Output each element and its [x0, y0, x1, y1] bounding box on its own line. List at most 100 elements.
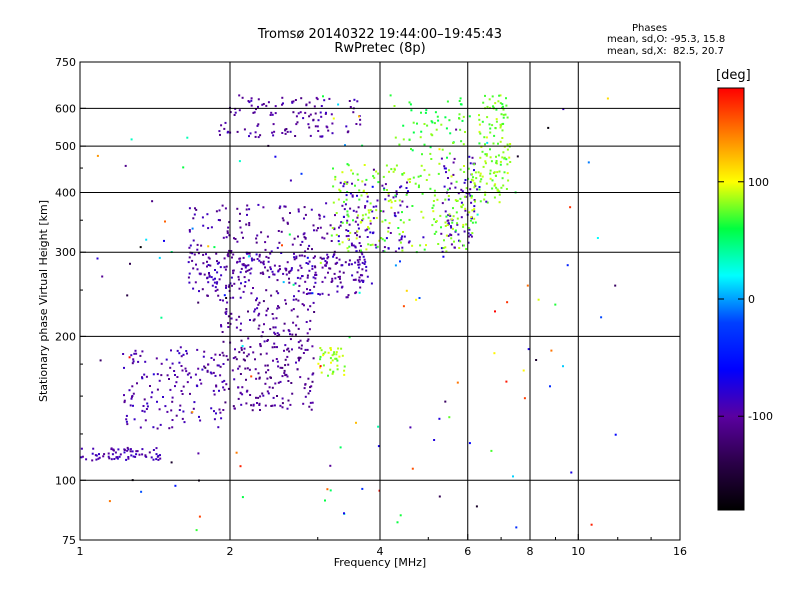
data-point	[498, 170, 501, 173]
data-point	[198, 515, 201, 518]
data-point	[484, 143, 486, 146]
data-point	[498, 201, 501, 204]
data-point	[210, 407, 213, 410]
data-point	[197, 252, 200, 255]
data-point	[342, 271, 345, 274]
data-point	[214, 269, 216, 271]
data-point	[141, 448, 144, 451]
data-point	[308, 269, 311, 272]
data-point	[359, 286, 362, 289]
data-point	[227, 315, 230, 318]
data-point	[232, 357, 235, 360]
data-point	[175, 381, 178, 384]
data-point	[308, 101, 311, 104]
data-point	[216, 364, 219, 367]
data-point	[139, 354, 142, 357]
data-point	[262, 300, 265, 303]
data-point	[506, 143, 509, 146]
data-point	[399, 260, 401, 263]
data-point	[218, 353, 221, 356]
data-point	[252, 111, 255, 114]
data-point	[356, 234, 358, 237]
data-point	[411, 467, 414, 470]
data-point	[312, 372, 315, 375]
data-point	[118, 455, 121, 458]
data-point	[365, 178, 368, 181]
data-point	[331, 132, 334, 135]
data-point	[322, 352, 325, 355]
data-point	[400, 237, 403, 240]
data-point	[309, 113, 312, 116]
data-point	[285, 302, 287, 305]
data-point	[417, 175, 420, 178]
data-point	[194, 373, 197, 376]
data-point	[239, 271, 242, 274]
data-point	[352, 209, 355, 212]
data-point	[193, 213, 196, 216]
data-point	[352, 111, 355, 114]
data-point	[242, 263, 245, 266]
data-point	[316, 125, 319, 128]
data-point	[267, 369, 270, 372]
data-point	[445, 171, 447, 174]
data-point	[191, 411, 194, 414]
data-point	[330, 234, 333, 237]
data-point	[566, 264, 569, 267]
data-point	[108, 500, 111, 503]
data-point	[494, 310, 496, 313]
data-point	[269, 328, 272, 331]
data-point	[505, 97, 507, 100]
data-point	[378, 239, 381, 242]
data-point	[288, 350, 291, 353]
data-point	[158, 379, 161, 382]
data-point	[435, 230, 438, 233]
data-point	[218, 261, 220, 264]
data-point	[314, 125, 317, 128]
data-point	[364, 229, 367, 232]
data-point	[98, 456, 101, 459]
data-point	[158, 256, 161, 259]
data-point	[223, 127, 226, 130]
data-point	[213, 281, 216, 284]
data-point	[215, 412, 217, 415]
data-point	[469, 188, 472, 191]
data-point	[216, 260, 218, 263]
data-point	[225, 265, 228, 268]
data-point	[463, 230, 466, 233]
data-point	[493, 184, 496, 187]
data-point	[298, 254, 301, 257]
data-point	[297, 299, 300, 302]
data-point	[462, 223, 465, 226]
data-point	[547, 126, 550, 129]
data-point	[499, 126, 502, 129]
data-point	[265, 255, 268, 258]
data-point	[272, 317, 275, 320]
data-point	[359, 123, 362, 126]
data-point	[238, 109, 241, 112]
data-point	[550, 349, 553, 352]
data-point	[195, 263, 197, 266]
data-point	[469, 233, 472, 236]
x-tick-label: 2	[227, 545, 234, 558]
data-point	[369, 209, 372, 212]
data-point	[259, 343, 262, 345]
data-point	[266, 364, 269, 367]
x-tick-label: 16	[673, 545, 687, 558]
data-point	[606, 97, 609, 100]
x-tick-label: 8	[527, 545, 534, 558]
data-point	[349, 192, 352, 195]
data-point	[340, 347, 343, 350]
data-point	[321, 236, 324, 239]
data-point	[307, 338, 310, 341]
data-point	[331, 359, 334, 362]
data-point	[320, 115, 323, 118]
data-point	[289, 403, 292, 406]
data-point	[239, 296, 242, 299]
data-point	[210, 226, 213, 229]
data-point	[440, 157, 443, 160]
data-point	[475, 177, 478, 180]
chart-title: Tromsø 20140322 19:44:00–19:45:43	[257, 27, 503, 42]
data-point	[312, 256, 315, 259]
data-point	[168, 427, 171, 430]
data-point	[176, 376, 179, 378]
